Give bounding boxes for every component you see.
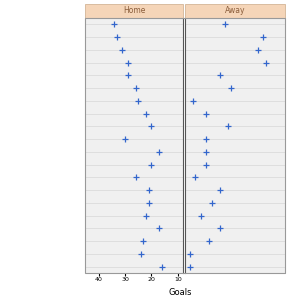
Bar [85,4,183,18]
Text: Away: Away [224,7,245,16]
Bar [184,4,285,18]
Text: Goals: Goals [168,288,192,297]
Text: Home: Home [123,7,146,16]
